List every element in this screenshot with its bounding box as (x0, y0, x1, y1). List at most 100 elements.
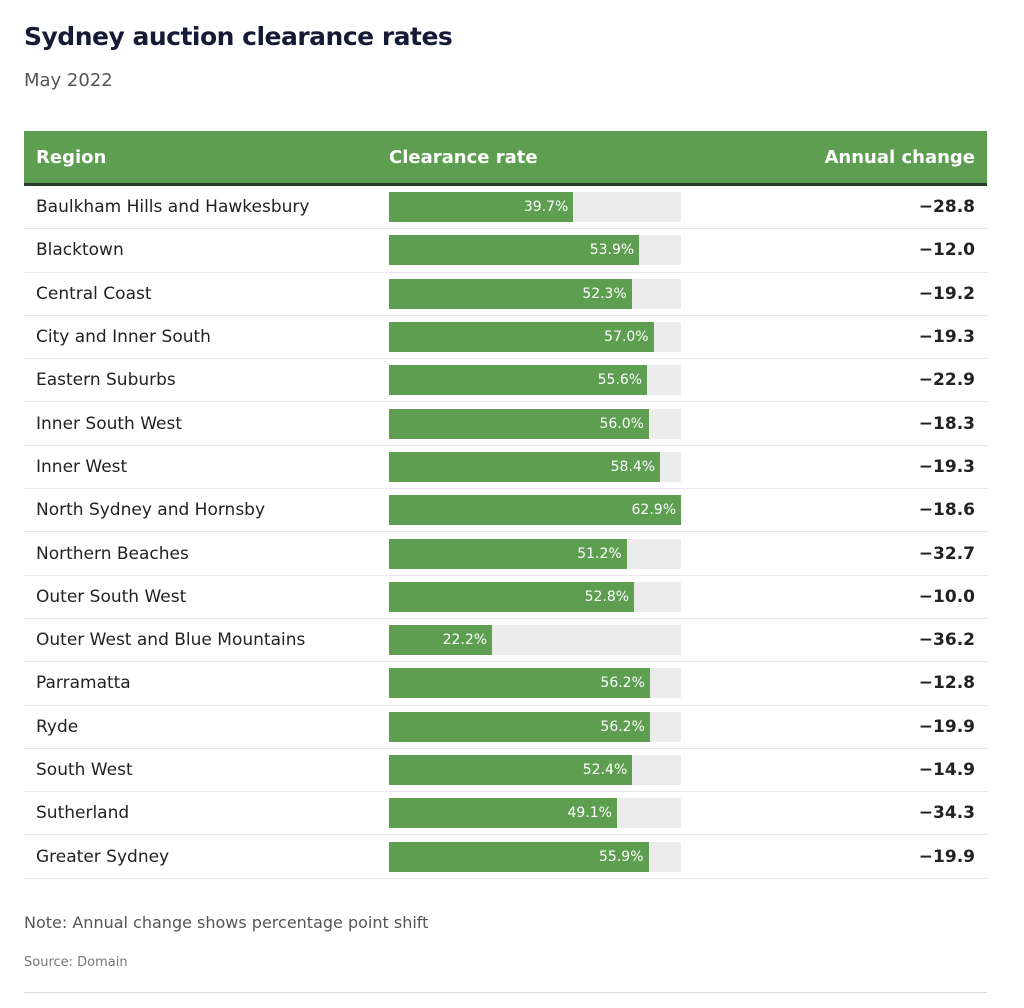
clearance-rate-cell: 55.9% (389, 841, 681, 872)
clearance-rate-cell: 52.8% (389, 581, 681, 612)
bar-label: 55.9% (599, 848, 644, 865)
annual-change-cell: −14.9 (918, 760, 975, 780)
bar-label: 57.0% (604, 329, 649, 346)
annual-change-cell: −12.0 (918, 240, 975, 261)
clearance-rate-bar: 52.3% (389, 278, 632, 309)
clearance-rate-cell: 49.1% (389, 798, 681, 829)
bar-label: 56.2% (600, 675, 645, 692)
bar-label: 56.2% (600, 718, 645, 735)
region-cell: Central Coast (36, 283, 152, 304)
annual-change-cell: −18.6 (918, 500, 975, 521)
bar-track: 56.2% (389, 668, 681, 699)
table-row: South West 52.4% −14.9 (24, 749, 987, 793)
bar-track: 56.0% (389, 408, 681, 439)
clearance-rate-bar: 62.9% (389, 495, 681, 526)
table-row: Ryde 56.2% −19.9 (24, 706, 987, 749)
bar-label: 52.8% (584, 588, 630, 605)
clearance-rate-cell: 56.0% (389, 408, 681, 439)
clearance-rate-cell: 39.7% (389, 192, 681, 223)
clearance-rate-cell: 52.4% (389, 755, 681, 785)
table-row: Inner South West 56.0% −18.3 (24, 402, 987, 446)
bar-label: 55.6% (597, 372, 643, 389)
clearance-rate-bar: 58.4% (389, 451, 661, 482)
bar-track: 51.2% (389, 538, 681, 569)
clearance-rate-bar: 39.7% (389, 192, 574, 223)
table-header: Region Clearance rate Annual change (24, 131, 987, 186)
bar-label: 49.1% (567, 805, 612, 822)
annual-change-cell: −36.2 (918, 630, 975, 651)
header-annual-change[interactable]: Annual change (824, 146, 976, 168)
bar-track: 55.9% (389, 841, 681, 872)
bar-track: 62.9% (389, 495, 681, 526)
bar-track: 39.7% (389, 192, 681, 223)
bar-track: 56.2% (389, 711, 681, 742)
footer-divider (24, 992, 987, 993)
bar-label: 62.9% (631, 502, 676, 519)
bar-label: 51.2% (577, 545, 622, 562)
table-row: Sutherland 49.1% −34.3 (24, 792, 987, 836)
table-row: Greater Sydney 55.9% −19.9 (24, 835, 987, 879)
region-cell: Outer West and Blue Mountains (36, 630, 306, 651)
annual-change-cell: −19.3 (918, 456, 975, 477)
table-row: Eastern Suburbs 55.6% −22.9 (24, 359, 987, 403)
header-clearance-rate[interactable]: Clearance rate (389, 146, 538, 168)
region-cell: South West (36, 760, 133, 780)
region-cell: North Sydney and Hornsby (36, 500, 266, 521)
clearance-rate-bar: 52.8% (389, 581, 635, 612)
clearance-table: Region Clearance rate Annual change Baul… (24, 131, 987, 879)
clearance-rate-cell: 58.4% (389, 451, 681, 482)
clearance-rate-cell: 51.2% (389, 538, 681, 569)
region-cell: Inner South West (36, 413, 183, 434)
annual-change-cell: −19.2 (918, 283, 975, 304)
table-row: Northern Beaches 51.2% −32.7 (24, 532, 987, 576)
annual-change-cell: −18.3 (918, 413, 975, 434)
table-row: City and Inner South 57.0% −19.3 (24, 316, 987, 360)
bar-track: 57.0% (389, 322, 681, 353)
clearance-rate-cell: 22.2% (389, 625, 681, 656)
bar-label: 22.2% (442, 632, 488, 649)
chart-title: Sydney auction clearance rates (24, 22, 453, 51)
table-row: Blacktown 53.9% −12.0 (24, 229, 987, 273)
bar-label: 52.4% (582, 762, 628, 778)
bar-label: 58.4% (610, 458, 656, 475)
annual-change-cell: −34.3 (918, 803, 975, 824)
annual-change-cell: −10.0 (918, 586, 975, 607)
clearance-rate-bar: 49.1% (389, 798, 617, 829)
clearance-rate-bar: 52.4% (389, 755, 633, 785)
clearance-rate-bar: 55.9% (389, 841, 649, 872)
header-region[interactable]: Region (36, 146, 107, 168)
clearance-rate-bar: 57.0% (389, 322, 654, 353)
annual-change-cell: −19.3 (918, 327, 975, 348)
table-row: Baulkham Hills and Hawkesbury 39.7% −28.… (24, 186, 987, 230)
table-row: Inner West 58.4% −19.3 (24, 446, 987, 490)
bar-track: 49.1% (389, 798, 681, 829)
annual-change-cell: −19.9 (918, 716, 975, 737)
annual-change-cell: −12.8 (918, 673, 975, 694)
clearance-rate-bar: 51.2% (389, 538, 627, 569)
annual-change-cell: −19.9 (918, 846, 975, 867)
bar-label: 39.7% (523, 199, 569, 216)
clearance-rate-bar: 56.2% (389, 668, 650, 699)
table-row: Parramatta 56.2% −12.8 (24, 662, 987, 706)
clearance-rate-cell: 57.0% (389, 322, 681, 353)
chart-source: Source: Domain (24, 955, 128, 970)
table-row: Central Coast 52.3% −19.2 (24, 273, 987, 316)
table-row: Outer South West 52.8% −10.0 (24, 576, 987, 619)
clearance-rate-bar: 56.0% (389, 408, 649, 439)
clearance-rate-cell: 56.2% (389, 668, 681, 699)
region-cell: Greater Sydney (36, 846, 170, 867)
region-cell: Northern Beaches (36, 543, 189, 564)
bar-label: 52.3% (582, 285, 627, 302)
clearance-rate-cell: 62.9% (389, 495, 681, 526)
bar-track: 55.6% (389, 365, 681, 396)
table-row: North Sydney and Hornsby 62.9% −18.6 (24, 489, 987, 533)
chart-subtitle: May 2022 (24, 70, 113, 91)
region-cell: Inner West (36, 456, 128, 477)
clearance-rate-bar: 55.6% (389, 365, 648, 396)
region-cell: Sutherland (36, 803, 130, 824)
bar-label: 56.0% (599, 415, 644, 432)
bar-track: 53.9% (389, 235, 681, 266)
region-cell: Baulkham Hills and Hawkesbury (36, 197, 310, 218)
clearance-rate-cell: 56.2% (389, 711, 681, 742)
bar-track: 52.8% (389, 581, 681, 612)
